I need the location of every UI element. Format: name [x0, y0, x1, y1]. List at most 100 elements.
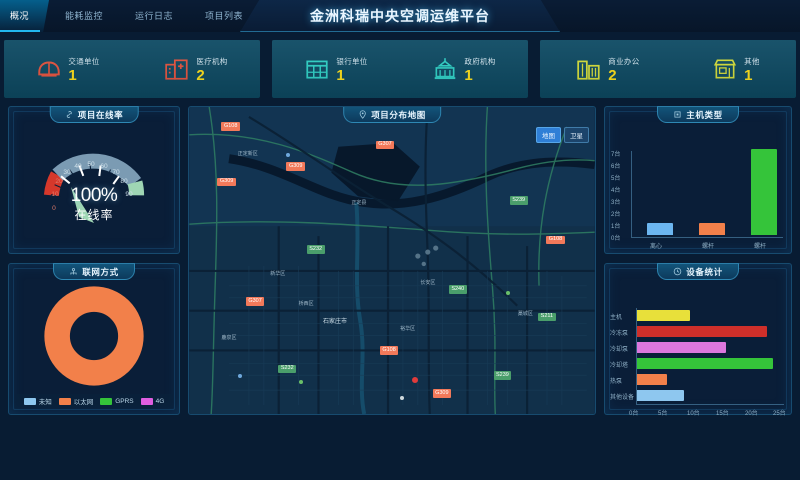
kpi-government-unit[interactable]: 政府机构 1: [432, 56, 495, 83]
map-route-marker[interactable]: G108: [546, 235, 565, 245]
kpi-value: 2: [196, 66, 205, 84]
map-poi-dot[interactable]: [286, 153, 291, 158]
map-route-marker[interactable]: G307: [245, 297, 265, 306]
bar-host[interactable]: [637, 310, 690, 321]
map-project-marker[interactable]: [412, 377, 419, 384]
legend-item-4g[interactable]: 4G: [140, 397, 164, 405]
map-poi-dot[interactable]: [237, 374, 242, 379]
map-place-label: 藁城区: [517, 310, 533, 317]
kpi-other-unit[interactable]: 其他 1: [712, 56, 760, 83]
map-route-marker[interactable]: G108: [379, 346, 399, 355]
map-route-marker[interactable]: G108: [221, 122, 240, 131]
gauge-panel-header: 项目在线率: [49, 106, 139, 123]
gauge-chart: 0 10 20 30 40 50 60 70 80 90 100% 在线率: [9, 129, 179, 253]
bar-heat-pump[interactable]: [637, 374, 667, 385]
nav-item-project-list[interactable]: 项目列表: [205, 11, 244, 21]
map-route-marker[interactable]: S211: [538, 312, 556, 322]
bar-cooling-tower[interactable]: [637, 358, 773, 369]
top-navigation-bar: 概况 能耗监控 运行日志 项目列表 视频监控 金洲科瑞中央空调运维平台: [0, 0, 800, 32]
category-label: 冷冻泵: [610, 331, 629, 337]
bar-centrifugal[interactable]: [647, 222, 673, 235]
kpi-transport-text: 交通单位 1: [68, 56, 99, 83]
bar-screw-2[interactable]: [751, 149, 777, 235]
map-route-marker[interactable]: S232: [278, 364, 297, 374]
kpi-label: 其他: [744, 56, 760, 66]
map-place-label: 鹿泉区: [221, 335, 237, 342]
gauge-panel-body: 0 10 20 30 40 50 60 70 80 90 100% 在线率: [9, 125, 179, 253]
gauge-svg: 0 10 20 30 40 50 60 70 80 90: [43, 153, 145, 223]
legend-item-unknown[interactable]: 未知: [23, 396, 52, 406]
map-route-marker[interactable]: S232: [306, 245, 325, 254]
svg-text:0: 0: [52, 205, 56, 212]
y-tick-label: 6台: [611, 164, 621, 170]
donut-chart: [9, 284, 179, 388]
kpi-transport-unit[interactable]: 交通单位 1: [36, 56, 99, 83]
kpi-government-text: 政府机构 1: [464, 56, 495, 83]
bar-screw-1[interactable]: [699, 222, 725, 235]
nav-item-overview[interactable]: 概况: [0, 0, 50, 32]
gauge-zone-green: [127, 180, 145, 196]
x-tick-label: 5台: [658, 411, 668, 417]
y-axis-line: [631, 151, 632, 237]
project-online-rate-panel: 项目在线率: [8, 106, 180, 254]
nav-item-operation-log[interactable]: 运行日志: [135, 11, 174, 21]
map-place-label: 裕华区: [400, 325, 416, 332]
device-panel-body: 主机 冷冻泵 冷却泵 冷却塔 热泵 其他设备 0台 5台 10台 15台 20台…: [605, 282, 791, 417]
map-type-toggle[interactable]: 地图 卫星: [536, 127, 589, 143]
y-tick-label: 7台: [611, 152, 621, 158]
donut-slice-ethernet[interactable]: [44, 286, 144, 386]
bar-cooling-pump[interactable]: [637, 342, 726, 353]
map-poi-dot[interactable]: [505, 291, 510, 296]
map-toggle-satellite[interactable]: 卫星: [564, 127, 589, 143]
host-panel-body: 7台 6台 5台 4台 3台 2台 1台 0台 离心 螺杆 螺杆: [605, 125, 791, 253]
kpi-other-text: 其他 1: [744, 56, 760, 83]
legend-item-ethernet[interactable]: 以太网: [58, 396, 93, 406]
svg-text:20: 20: [55, 178, 63, 185]
panel-title: 设备统计: [686, 266, 723, 277]
kpi-value: 1: [464, 66, 473, 84]
legend-item-gprs[interactable]: GPRS: [100, 397, 134, 405]
map-place-label: 新华区: [270, 270, 286, 277]
category-label: 冷却泵: [610, 347, 629, 353]
map-route-marker[interactable]: G307: [375, 140, 395, 150]
kpi-label: 交通单位: [68, 56, 100, 66]
map-place-label: 正定县: [351, 200, 367, 207]
kpi-label: 医疗机构: [196, 56, 228, 66]
map-route-marker[interactable]: G309: [432, 389, 452, 398]
host-type-panel: 主机类型 7台 6台 5台 4台 3台 2台 1台 0台 离心 螺杆 螺杆: [604, 106, 792, 254]
nav-item-energy-monitoring[interactable]: 能耗监控: [65, 11, 104, 21]
device-statistics-panel: 设备统计 主机 冷冻泵 冷却泵 冷却塔 热泵 其他设备 0台 5台 10台 15…: [604, 263, 792, 417]
map-toggle-map[interactable]: 地图: [536, 127, 561, 143]
legend-label: GPRS: [115, 397, 134, 405]
map-place-label: 长安区: [420, 279, 436, 286]
x-tick-label: 离心: [650, 244, 663, 250]
map-route-marker[interactable]: S239: [493, 371, 512, 380]
kpi-bank-unit[interactable]: 银行单位 1: [304, 56, 367, 83]
map-route-marker[interactable]: S239: [509, 196, 528, 205]
x-tick-label: 25台: [773, 411, 786, 417]
legend-label: 未知: [38, 399, 52, 406]
svg-text:50: 50: [87, 161, 95, 168]
bar-other-device[interactable]: [637, 390, 684, 401]
map-canvas[interactable]: 地图 卫星 正定新区 新华区 长安区 桥西区 裕华区 石家庄市 藁城区 鹿泉区 …: [189, 107, 595, 414]
x-tick-label: 20台: [745, 411, 758, 417]
gauge-needle: [71, 187, 94, 223]
kpi-card-group-1[interactable]: 交通单位 1 医疗机构 2: [4, 40, 260, 98]
map-poi-dot[interactable]: [400, 395, 405, 400]
kpi-office-unit[interactable]: 商业办公 2: [576, 56, 639, 83]
svg-text:70: 70: [112, 169, 120, 176]
map-poi-dot[interactable]: [298, 380, 303, 385]
kpi-medical-unit[interactable]: 医疗机构 2: [164, 56, 227, 83]
map-route-marker[interactable]: S240: [448, 285, 467, 294]
project-distribution-map-panel[interactable]: 项目分布地图: [188, 106, 596, 415]
kpi-card-group-2[interactable]: 银行单位 1 政府机构 1: [272, 40, 528, 98]
bar-chilled-pump[interactable]: [637, 326, 767, 337]
map-route-marker[interactable]: G309: [217, 177, 236, 187]
map-route-marker[interactable]: G309: [286, 162, 305, 171]
clock-icon: [674, 267, 682, 276]
kpi-card-group-3[interactable]: 商业办公 2 其他 1: [540, 40, 796, 98]
network-panel-header: 联网方式: [53, 263, 135, 280]
kpi-label: 商业办公: [608, 56, 640, 66]
x-tick-label: 螺杆: [754, 244, 767, 250]
bank-icon: [306, 60, 329, 79]
